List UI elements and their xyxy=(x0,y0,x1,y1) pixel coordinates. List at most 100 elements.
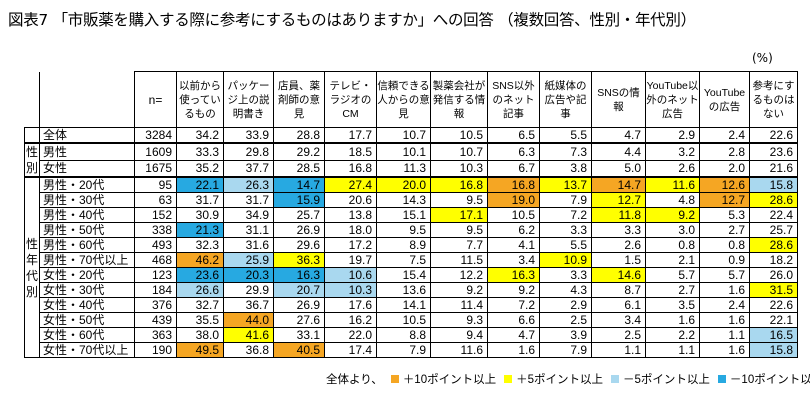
column-header: SNS以外のネット記事 xyxy=(487,71,540,128)
legend-item: ＋10ポイント以上 xyxy=(390,371,496,387)
value-cell: 15.1 xyxy=(376,207,431,223)
value-cell: 38.0 xyxy=(176,327,224,343)
value-cell: 9.4 xyxy=(430,327,488,343)
value-cell: 20.0 xyxy=(376,176,431,193)
row-label: 男性・50代 xyxy=(39,222,135,238)
table-row: 男性・40代 152 30.9 34.9 25.7 13.8 15.1 17.1 10.5 7.2… xyxy=(25,207,798,223)
table-row: 男性・60代 493 32.3 31.6 29.6 17.2 8.9 7.7 4.1 5.5 2.6… xyxy=(25,237,798,253)
value-cell: 4.4 xyxy=(591,142,646,161)
value-cell: 1.1 xyxy=(699,327,750,343)
value-cell: 13.6 xyxy=(376,282,431,298)
value-cell: 2.1 xyxy=(645,252,700,268)
column-header: 店員、薬剤師の意見 xyxy=(273,71,325,128)
row-label: 女性・30代 xyxy=(39,282,135,298)
value-cell: 7.9 xyxy=(376,342,431,358)
value-cell: 9.5 xyxy=(376,222,431,238)
value-cell: 7.7 xyxy=(430,237,488,253)
value-cell: 16.8 xyxy=(487,176,540,193)
column-header: YouTube以外のネット広告 xyxy=(645,71,700,128)
sample-size: 184 xyxy=(134,282,177,298)
value-cell: 4.7 xyxy=(591,127,646,144)
sample-size: 363 xyxy=(134,327,177,343)
value-cell: 14.3 xyxy=(376,192,431,208)
value-cell: 11.3 xyxy=(376,159,431,178)
value-cell: 10.6 xyxy=(324,267,377,283)
value-cell: 7.9 xyxy=(539,342,592,358)
sample-size: 95 xyxy=(134,176,177,193)
value-cell: 22.0 xyxy=(324,327,377,343)
value-cell: 11.6 xyxy=(645,176,700,193)
sample-size: 1609 xyxy=(134,142,177,161)
value-cell: 10.7 xyxy=(376,127,431,144)
row-label: 女性・50代 xyxy=(39,312,135,328)
value-cell: 20.7 xyxy=(273,282,325,298)
legend-label: －10ポイント以上 xyxy=(729,374,810,386)
value-cell: 1.6 xyxy=(487,342,540,358)
column-header: 紙媒体の広告や記事 xyxy=(539,71,592,128)
value-cell: 3.3 xyxy=(591,222,646,238)
header-n: n= xyxy=(134,71,177,128)
legend-swatch xyxy=(504,375,513,383)
value-cell: 18.2 xyxy=(749,252,798,268)
sample-size: 338 xyxy=(134,222,177,238)
value-cell: 22.1 xyxy=(749,312,798,328)
value-cell: 15.8 xyxy=(749,176,798,193)
legend-label: －5ポイント以上 xyxy=(623,374,710,386)
value-cell: 13.7 xyxy=(539,176,592,193)
value-cell: 5.5 xyxy=(539,127,592,144)
value-cell: 12.2 xyxy=(430,267,488,283)
value-cell: 1.1 xyxy=(645,342,700,358)
value-cell: 46.2 xyxy=(176,252,224,268)
value-cell: 30.9 xyxy=(176,207,224,223)
value-cell: 14.7 xyxy=(273,176,325,193)
value-cell: 49.5 xyxy=(176,342,224,358)
value-cell: 16.8 xyxy=(430,176,488,193)
value-cell: 1.6 xyxy=(699,282,750,298)
value-cell: 36.8 xyxy=(223,342,274,358)
value-cell: 35.5 xyxy=(176,312,224,328)
table-row: 女性 1675 35.2 37.7 28.5 16.8 11.3 10.3 6.7 3.8 5.0 2… xyxy=(25,159,798,178)
value-cell: 1.5 xyxy=(591,252,646,268)
value-cell: 11.6 xyxy=(430,342,488,358)
value-cell: 6.6 xyxy=(487,312,540,328)
value-cell: 22.4 xyxy=(749,207,798,223)
sample-size: 439 xyxy=(134,312,177,328)
value-cell: 12.7 xyxy=(699,192,750,208)
value-cell: 3.9 xyxy=(539,327,592,343)
value-cell: 19.7 xyxy=(324,252,377,268)
value-cell: 7.2 xyxy=(487,297,540,313)
value-cell: 33.3 xyxy=(176,142,224,161)
table-row: 全体 3284 34.2 33.9 28.8 17.7 10.7 10.5 6.5 5.5 4.7 2… xyxy=(24,127,798,144)
value-cell: 7.3 xyxy=(539,142,592,161)
value-cell: 6.3 xyxy=(487,142,540,161)
legend-label: ＋5ポイント以上 xyxy=(516,374,604,386)
value-cell: 14.1 xyxy=(376,297,431,313)
value-cell: 16.5 xyxy=(749,327,798,343)
value-cell: 10.3 xyxy=(430,159,488,178)
value-cell: 32.3 xyxy=(176,237,224,253)
sample-size: 123 xyxy=(134,267,177,283)
sample-size: 3284 xyxy=(134,127,177,144)
value-cell: 44.0 xyxy=(223,312,274,328)
value-cell: 11.5 xyxy=(430,252,488,268)
legend-item: ＋5ポイント以上 xyxy=(504,371,603,387)
value-cell: 21.3 xyxy=(176,222,224,238)
table-row: 女性・50代 439 35.5 44.0 27.6 16.2 10.5 9.3 6.6 2.5 3.… xyxy=(25,312,798,328)
value-cell: 5.7 xyxy=(645,267,700,283)
value-cell: 2.7 xyxy=(699,222,750,238)
value-cell: 4.8 xyxy=(645,192,700,208)
table-row: 女性・60代 363 38.0 41.6 33.1 22.0 8.8 9.4 4.7 3.9 2.5… xyxy=(25,327,798,343)
table-row: 女性・40代 376 32.7 36.7 26.9 17.6 14.1 11.4 7.2 2.9 6… xyxy=(25,297,798,313)
sample-size: 1675 xyxy=(134,159,177,178)
value-cell: 20.6 xyxy=(324,192,377,208)
value-cell: 4.7 xyxy=(487,327,540,343)
legend-prefix: 全体より、 xyxy=(326,374,383,386)
value-cell: 9.5 xyxy=(430,222,488,238)
value-cell: 16.2 xyxy=(324,312,377,328)
value-cell: 8.8 xyxy=(376,327,431,343)
value-cell: 25.7 xyxy=(749,222,798,238)
value-cell: 4.3 xyxy=(539,282,592,298)
value-cell: 1.6 xyxy=(699,342,750,358)
value-cell: 34.2 xyxy=(176,127,224,144)
data-table: n= 以前から使っているもの パッケージ上の説明書き 店員、薬剤師の意見 テレビ・ラジ… xyxy=(24,71,798,358)
